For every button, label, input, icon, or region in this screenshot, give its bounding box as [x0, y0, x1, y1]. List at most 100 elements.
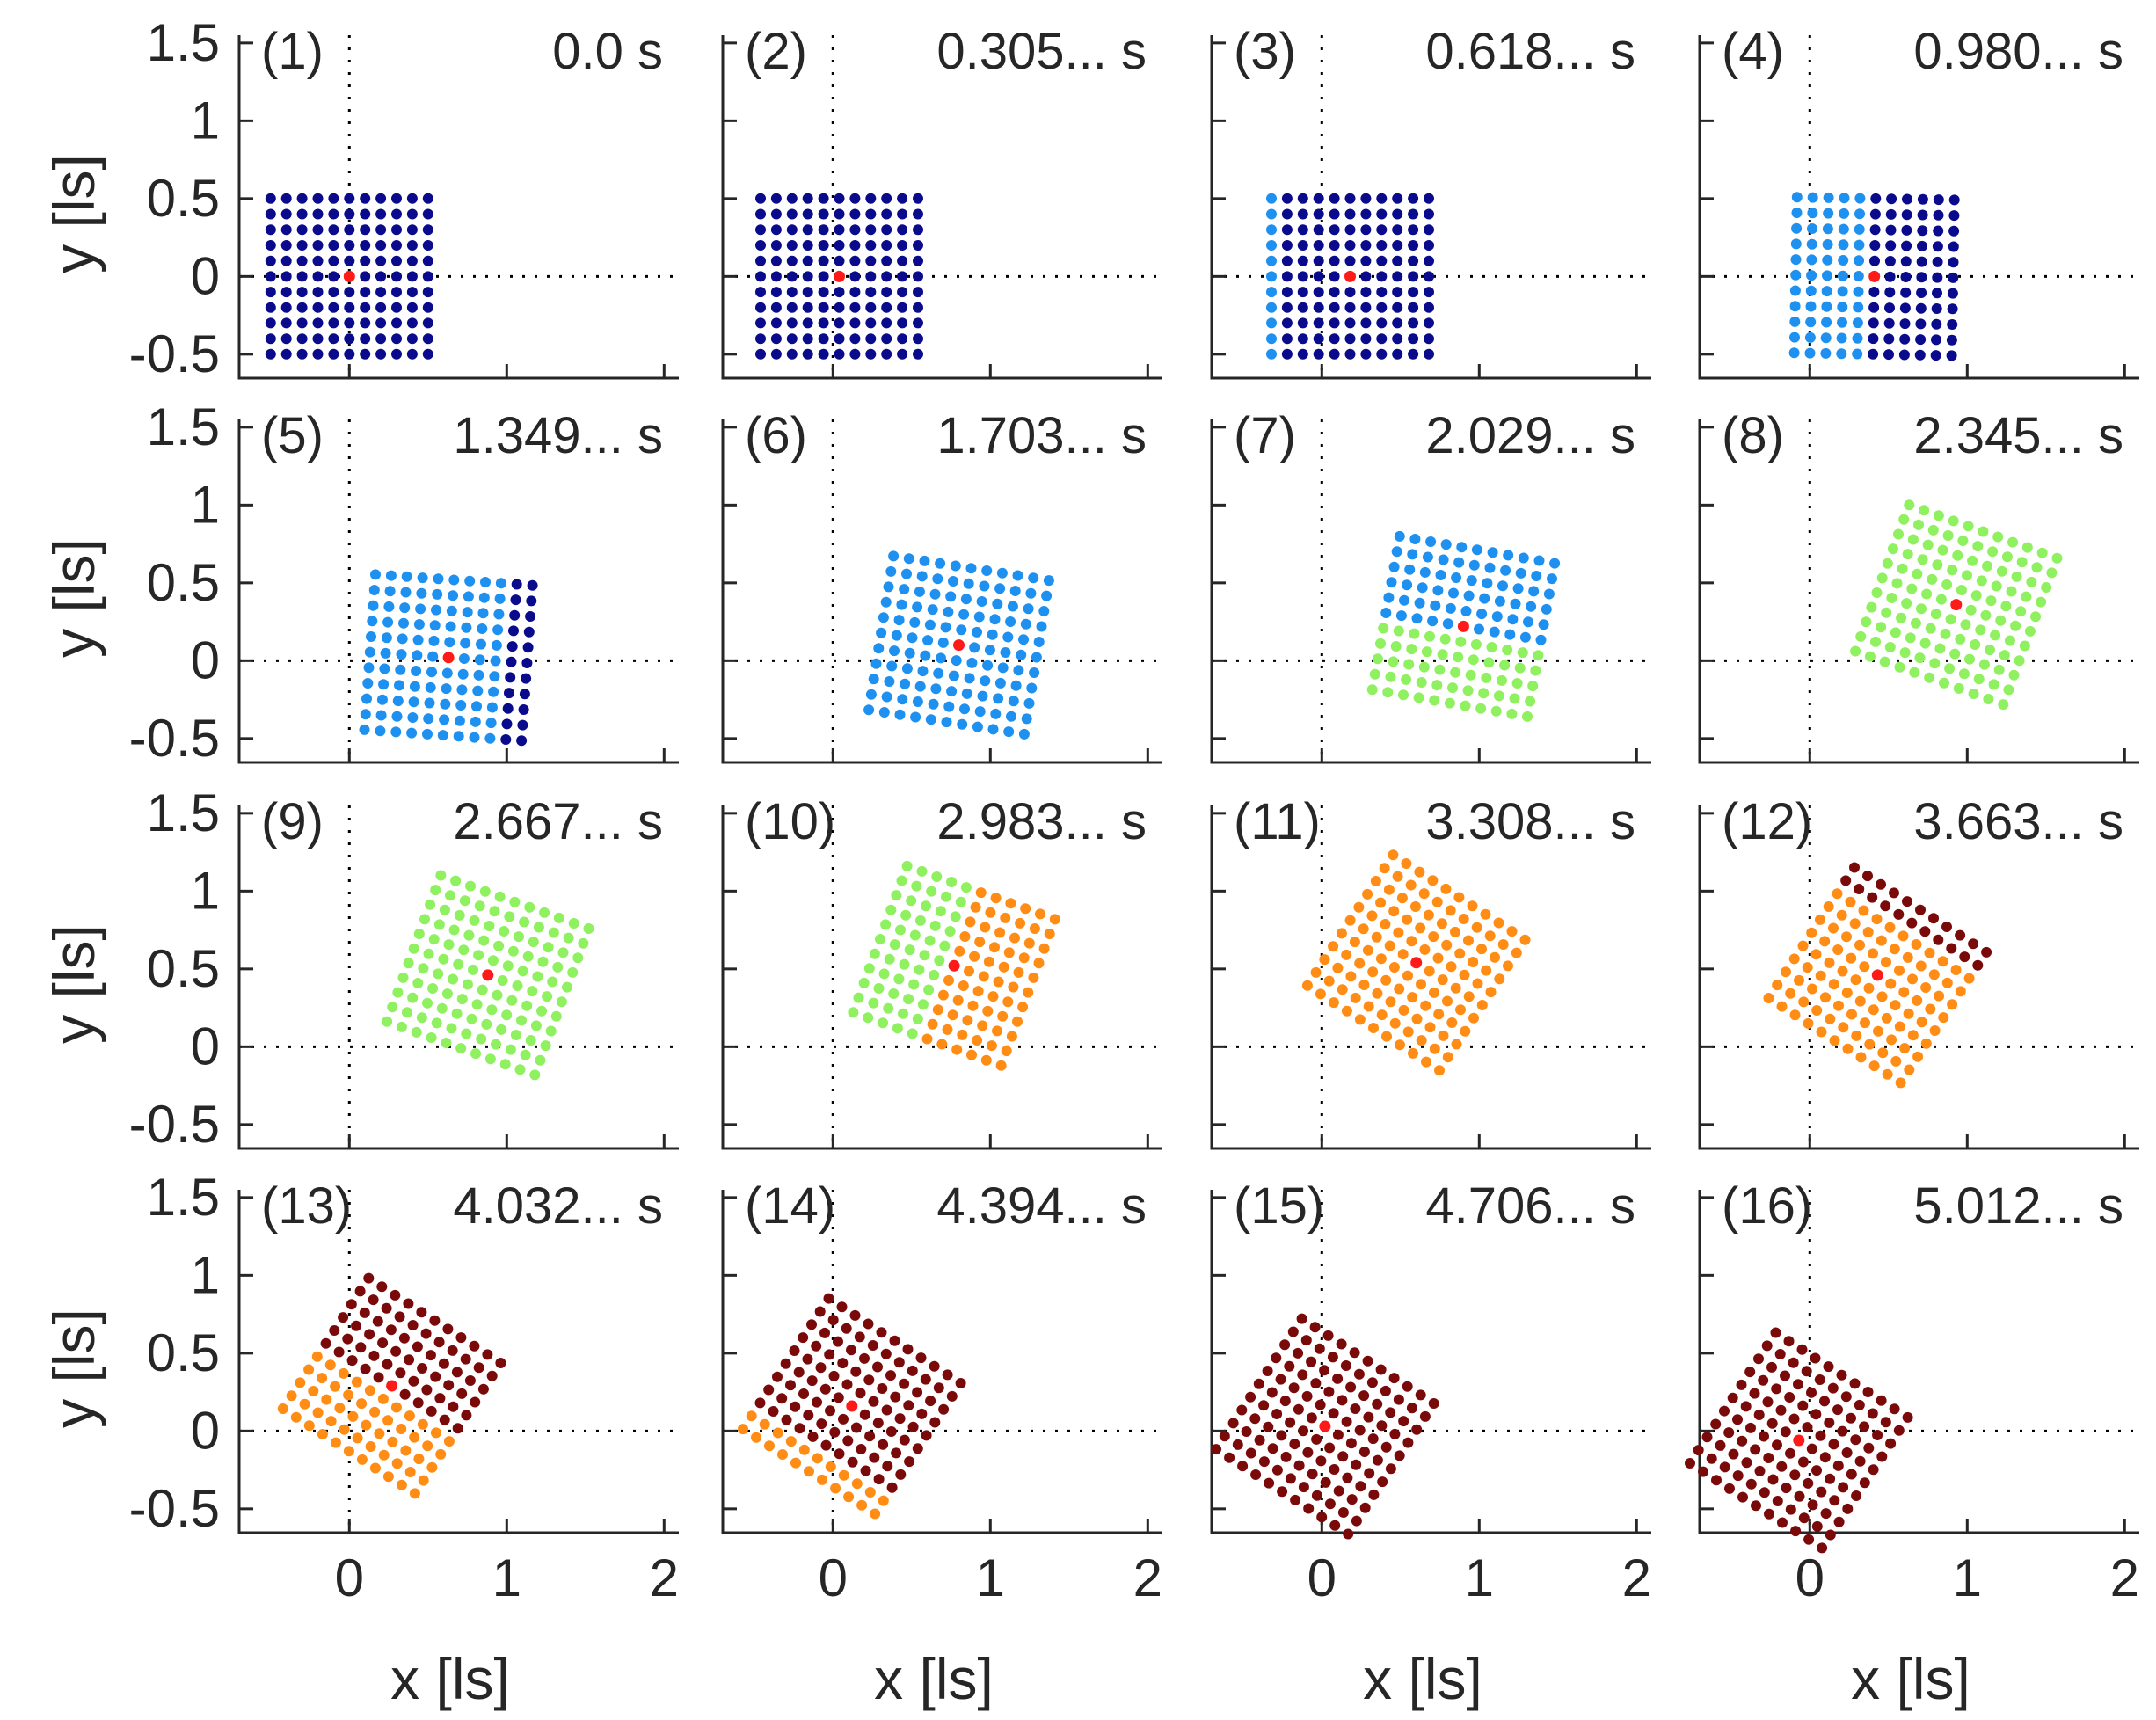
scatter-point	[1421, 1056, 1431, 1068]
scatter-point	[505, 1044, 516, 1055]
scatter-point	[1271, 1464, 1283, 1476]
scatter-point	[422, 208, 433, 220]
scatter-point	[1789, 301, 1801, 312]
scatter-point	[265, 255, 276, 266]
scatter-point	[1329, 1520, 1341, 1531]
scatter-point	[1900, 256, 1912, 267]
scatter-point	[1807, 208, 1818, 219]
scatter-point	[1776, 1461, 1788, 1472]
scatter-point	[1890, 1055, 1902, 1067]
scatter-point	[1967, 555, 1978, 566]
scatter-point	[1329, 255, 1340, 266]
scatter-point	[1437, 649, 1448, 660]
scatter-point	[328, 333, 339, 345]
scatter-point	[1975, 624, 1986, 636]
scatter-point	[1402, 579, 1413, 591]
scatter-point	[1475, 703, 1487, 714]
scatter-point	[1836, 909, 1847, 921]
scatter-point	[1883, 349, 1894, 361]
scatter-point	[552, 961, 564, 973]
scatter-point	[1900, 272, 1912, 282]
scatter-point	[1370, 876, 1381, 886]
scatter-point	[1476, 944, 1487, 955]
scatter-point	[1845, 896, 1856, 907]
panel-time: 1.703... s	[936, 407, 1147, 464]
scatter-point	[409, 681, 420, 692]
scatter-point	[431, 604, 441, 616]
scatter-point	[1360, 333, 1372, 345]
scatter-point	[1424, 208, 1434, 220]
scatter-point	[1005, 616, 1016, 627]
scatter-point	[1388, 656, 1399, 667]
scatter-point	[896, 875, 907, 886]
scatter-point	[1924, 672, 1935, 683]
panel-label: (2)	[745, 23, 807, 80]
scatter-point	[903, 994, 914, 1005]
scatter-point	[1379, 863, 1390, 874]
scatter-point	[1821, 317, 1832, 328]
scatter-point	[548, 927, 559, 938]
panel-10: (10) 2.983... s	[721, 793, 1162, 1150]
scatter-point	[837, 1358, 849, 1369]
scatter-point	[1885, 224, 1897, 236]
scatter-point	[1907, 973, 1918, 985]
scatter-point	[900, 909, 912, 921]
scatter-point	[455, 700, 467, 711]
scatter-point	[1933, 194, 1944, 206]
scatter-point	[1510, 598, 1521, 609]
scatter-point	[786, 333, 798, 345]
scatter-point	[924, 619, 936, 630]
scatter-point	[1825, 1473, 1836, 1484]
scatter-point	[911, 880, 922, 892]
scatter-point	[1431, 680, 1443, 691]
axes-frame	[237, 35, 679, 380]
scatter-point	[521, 658, 533, 668]
scatter-point	[829, 1426, 841, 1438]
scatter-point	[1858, 905, 1869, 916]
scatter-point	[451, 1008, 463, 1019]
scatter-point	[1530, 665, 1541, 676]
scatter-point	[426, 1032, 437, 1043]
scatter-point	[1309, 1322, 1321, 1333]
panel-5: 1.510.50-0.5(5) 1.349... sy [ls]	[41, 397, 679, 768]
scatter-point	[1750, 1444, 1761, 1455]
scatter-point	[873, 983, 885, 994]
scatter-point	[1453, 557, 1465, 568]
scatter-point	[1271, 1409, 1283, 1419]
scatter-point	[1807, 192, 1818, 203]
scatter-point	[1344, 193, 1356, 204]
panel-time: 0.618... s	[1425, 23, 1635, 80]
scatter-point	[1313, 224, 1324, 236]
scatter-point	[935, 906, 946, 917]
y-tick-label: -0.5	[129, 709, 220, 768]
scatter-point	[920, 650, 931, 661]
scatter-point	[1870, 636, 1881, 647]
y-tick-label: 1.5	[147, 397, 220, 456]
scatter-point	[1772, 980, 1783, 991]
scatter-point	[1948, 241, 1959, 252]
y-tick-label: -0.5	[129, 1095, 220, 1154]
scatter-point	[367, 616, 378, 627]
scatter-point	[426, 1461, 438, 1473]
scatter-point	[459, 895, 470, 907]
scatter-point	[1341, 1005, 1352, 1017]
scatter-point	[1930, 609, 1941, 620]
scatter-point	[1440, 883, 1452, 894]
scatter-point	[1930, 350, 1941, 361]
scatter-point	[429, 1315, 441, 1326]
scatter-point	[1929, 658, 1941, 669]
scatter-point	[1033, 637, 1045, 647]
scatter-point	[1285, 1417, 1296, 1428]
scatter-point	[1941, 922, 1952, 932]
point-grid	[848, 860, 1060, 1071]
scatter-point	[1336, 1338, 1347, 1350]
scatter-point	[1789, 1469, 1801, 1481]
scatter-point	[1392, 224, 1403, 236]
scatter-point	[1897, 930, 1909, 942]
scatter-point	[1043, 575, 1054, 587]
scatter-point	[501, 718, 513, 730]
scatter-point	[1860, 1017, 1870, 1029]
panel-label: (3)	[1234, 23, 1296, 80]
scatter-point	[1254, 1434, 1265, 1446]
scatter-point	[1008, 981, 1019, 993]
